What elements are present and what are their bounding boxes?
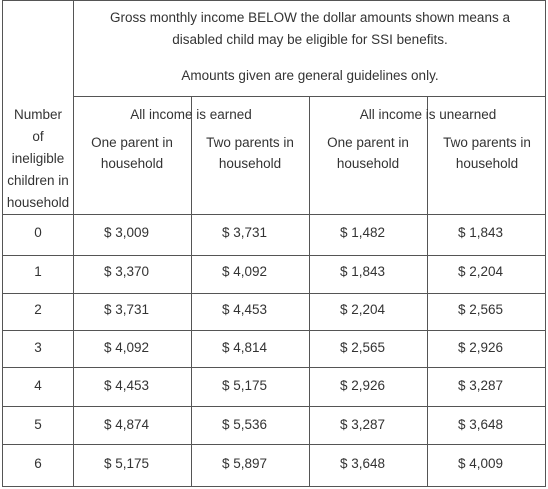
table-cell: $ 1,843 (458, 225, 504, 240)
table-cell: $ 5,175 (222, 378, 268, 393)
grid-line (3, 330, 545, 331)
grid-line (3, 293, 545, 294)
subheader-earned-two-2: household (218, 156, 282, 171)
intro-line-2: disabled child may be eligible for SSI b… (172, 32, 448, 47)
table-cell: $ 3,287 (458, 378, 504, 393)
row-header-line: household (6, 195, 70, 210)
grid-line (309, 96, 310, 486)
table-cell: $ 3,287 (340, 417, 386, 432)
table-cell: $ 4,814 (222, 340, 268, 355)
grid-line (427, 96, 428, 486)
table-cell: $ 4,453 (222, 302, 268, 317)
table-cell: $ 2,565 (340, 340, 386, 355)
grid-line (3, 444, 545, 445)
row-header-line: Number (13, 107, 62, 122)
table-cell: $ 3,648 (340, 456, 386, 471)
table-cell: $ 2,926 (340, 378, 386, 393)
row-number: 5 (34, 417, 42, 432)
table-cell: $ 3,370 (104, 264, 150, 279)
intro-line-1: Gross monthly income BELOW the dollar am… (110, 10, 510, 25)
subheader-unearned-one: One parent in (327, 135, 409, 150)
table-cell: $ 2,926 (458, 340, 504, 355)
subheader-unearned-two: Two parents in (443, 135, 531, 150)
group-earned-header: All income is earned (130, 107, 252, 122)
row-header-line: ineligible (11, 151, 65, 166)
subheader-earned-one: One parent in (91, 135, 173, 150)
row-number: 2 (34, 302, 42, 317)
grid-line (3, 255, 545, 256)
grid-line (3, 214, 545, 215)
table-cell: $ 5,897 (222, 456, 268, 471)
grid-line (3, 406, 545, 407)
row-number: 0 (34, 225, 42, 240)
table-cell: $ 4,009 (458, 456, 504, 471)
row-number: 4 (34, 378, 42, 393)
grid-line (73, 1, 74, 486)
row-header-line: children in (7, 173, 69, 188)
table-cell: $ 2,204 (458, 264, 504, 279)
table-cell: $ 4,092 (104, 340, 150, 355)
table-cell: $ 1,843 (340, 264, 386, 279)
table-cell: $ 3,009 (104, 225, 150, 240)
grid-line (73, 96, 545, 97)
subheader-earned-two: Two parents in (206, 135, 294, 150)
table-cell: $ 5,536 (222, 417, 268, 432)
row-header-line: of (32, 129, 44, 144)
table-cell: $ 3,648 (458, 417, 504, 432)
table-cell: $ 1,482 (340, 225, 386, 240)
row-header: Number of ineligible children in househo… (3, 104, 73, 214)
group-unearned-header: All income is unearned (359, 107, 497, 122)
grid-line (191, 96, 192, 486)
subheader-unearned-one-2: household (336, 156, 400, 171)
subheader-unearned-two-2: household (455, 156, 519, 171)
row-number: 3 (34, 340, 42, 355)
row-number: 6 (34, 456, 42, 471)
table-cell: $ 3,731 (222, 225, 268, 240)
table-cell: $ 4,874 (104, 417, 150, 432)
subheader-earned-one-2: household (100, 156, 164, 171)
table-cell: $ 4,092 (222, 264, 268, 279)
table-cell: $ 3,731 (104, 302, 150, 317)
row-number: 1 (34, 264, 42, 279)
table-cell: $ 4,453 (104, 378, 150, 393)
intro-line-3: Amounts given are general guidelines onl… (181, 68, 439, 83)
grid-line (3, 367, 545, 368)
table-cell: $ 5,175 (104, 456, 150, 471)
table-cell: $ 2,204 (340, 302, 386, 317)
table-cell: $ 2,565 (458, 302, 504, 317)
